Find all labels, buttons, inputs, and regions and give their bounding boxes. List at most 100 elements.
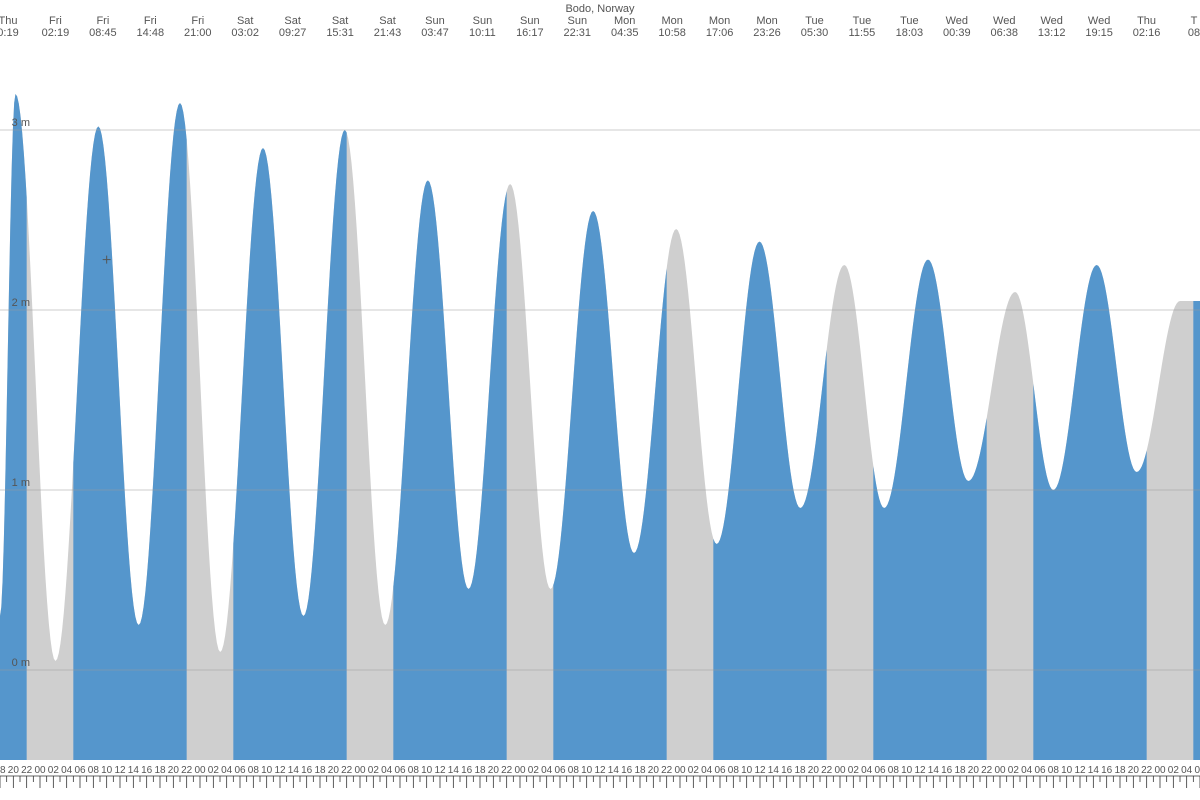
x-tick-label: 10 (421, 765, 433, 776)
x-tick-label: 08 (568, 765, 580, 776)
x-tick-label: 16 (1101, 765, 1113, 776)
x-tick-label: 02 (1008, 765, 1020, 776)
header-day: Sun (520, 15, 540, 27)
header-time: 09:27 (279, 27, 307, 39)
header-day: Tue (900, 15, 919, 27)
x-tick-label: 22 (1141, 765, 1153, 776)
x-tick-label: 06 (554, 765, 566, 776)
x-tick-label: 20 (1128, 765, 1140, 776)
header-day: T (1191, 15, 1198, 27)
x-tick-label: 14 (448, 765, 460, 776)
x-tick-label: 08 (888, 765, 900, 776)
header-day: Fri (144, 15, 157, 27)
header-day: Tue (853, 15, 872, 27)
header-day: Sat (379, 15, 396, 27)
header-time: 00:39 (943, 27, 971, 39)
x-tick-label: 22 (181, 765, 193, 776)
header-day: Sun (473, 15, 493, 27)
x-tick-label: 16 (781, 765, 793, 776)
header-day: Sat (237, 15, 254, 27)
header-day: Thu (1137, 15, 1156, 27)
x-tick-label: 00 (354, 765, 366, 776)
x-tick-label: 02 (688, 765, 700, 776)
x-tick-label: 14 (928, 765, 940, 776)
header-time: 23:26 (753, 27, 781, 39)
header-time: 17:06 (706, 27, 734, 39)
x-tick-label: 02 (208, 765, 220, 776)
x-tick-label: 08 (88, 765, 100, 776)
x-tick-label: 10 (741, 765, 753, 776)
y-tick-label: 2 m (12, 297, 30, 309)
x-tick-label: 06 (74, 765, 86, 776)
x-tick-label: 22 (981, 765, 993, 776)
x-tick-label: 22 (821, 765, 833, 776)
x-tick-label: 14 (1088, 765, 1100, 776)
header-time: 05:30 (801, 27, 829, 39)
x-tick-label: 18 (954, 765, 966, 776)
header-time: 04:35 (611, 27, 639, 39)
header-day: Fri (191, 15, 204, 27)
x-tick-label: 16 (941, 765, 953, 776)
header-day: Mon (614, 15, 635, 27)
x-tick-label: 16 (301, 765, 313, 776)
x-tick-label: 18 (794, 765, 806, 776)
x-tick-label: 04 (701, 765, 713, 776)
x-tick-label: 00 (834, 765, 846, 776)
x-tick-label: 22 (341, 765, 353, 776)
header-time: 08 (1188, 27, 1200, 39)
x-tick-label: 06 (234, 765, 246, 776)
x-tick-label: 10 (261, 765, 273, 776)
x-tick-label: 06 (714, 765, 726, 776)
header-day: Wed (1088, 15, 1110, 27)
x-tick-label: 06 (394, 765, 406, 776)
x-tick-label: 20 (648, 765, 660, 776)
x-tick-label: 22 (21, 765, 33, 776)
header-day: Thu (0, 15, 17, 27)
tide-chart: 0 m1 m2 m3 mBodo, NorwayThu0:19Fri02:19F… (0, 0, 1200, 800)
header-time: 0:19 (0, 27, 19, 39)
header-time: 22:31 (564, 27, 592, 39)
x-tick-label: 10 (901, 765, 913, 776)
header-day: Mon (709, 15, 730, 27)
tide-area-day (1193, 301, 1200, 760)
x-tick-label: 14 (768, 765, 780, 776)
x-tick-label: 02 (848, 765, 860, 776)
x-tick-label: 04 (221, 765, 233, 776)
header-day: Fri (49, 15, 62, 27)
y-tick-label: 0 m (12, 657, 30, 669)
x-tick-label: 00 (34, 765, 46, 776)
header-time: 10:11 (469, 27, 496, 39)
header-time: 08:45 (89, 27, 117, 39)
x-tick-label: 12 (754, 765, 766, 776)
x-tick-label: 00 (194, 765, 206, 776)
x-tick-label: 22 (501, 765, 513, 776)
x-tick-label: 18 (0, 765, 6, 776)
header-day: Sun (567, 15, 587, 27)
x-tick-label: 12 (594, 765, 606, 776)
x-tick-label: 10 (1061, 765, 1073, 776)
x-tick-label: 14 (128, 765, 140, 776)
header-time: 14:48 (137, 27, 165, 39)
x-tick-label: 18 (314, 765, 326, 776)
header-day: Sat (332, 15, 349, 27)
x-tick-label: 20 (808, 765, 820, 776)
header-time: 19:15 (1085, 27, 1113, 39)
header-day: Wed (946, 15, 968, 27)
x-tick-label: 06 (1034, 765, 1046, 776)
header-day: Fri (96, 15, 109, 27)
y-tick-label: 1 m (12, 477, 30, 489)
x-tick-label: 20 (168, 765, 180, 776)
x-tick-label: 00 (1154, 765, 1166, 776)
x-tick-label: 16 (621, 765, 633, 776)
x-tick-label: 12 (434, 765, 446, 776)
x-tick-label: 10 (101, 765, 113, 776)
y-tick-label: 3 m (12, 117, 30, 129)
x-tick-label: 16 (141, 765, 153, 776)
x-tick-label: 16 (461, 765, 473, 776)
x-tick-label: 04 (1021, 765, 1033, 776)
header-time: 03:02 (231, 27, 259, 39)
x-tick-label: 08 (728, 765, 740, 776)
x-tick-label: 04 (861, 765, 873, 776)
header-day: Wed (993, 15, 1015, 27)
header-day: Sat (284, 15, 301, 27)
